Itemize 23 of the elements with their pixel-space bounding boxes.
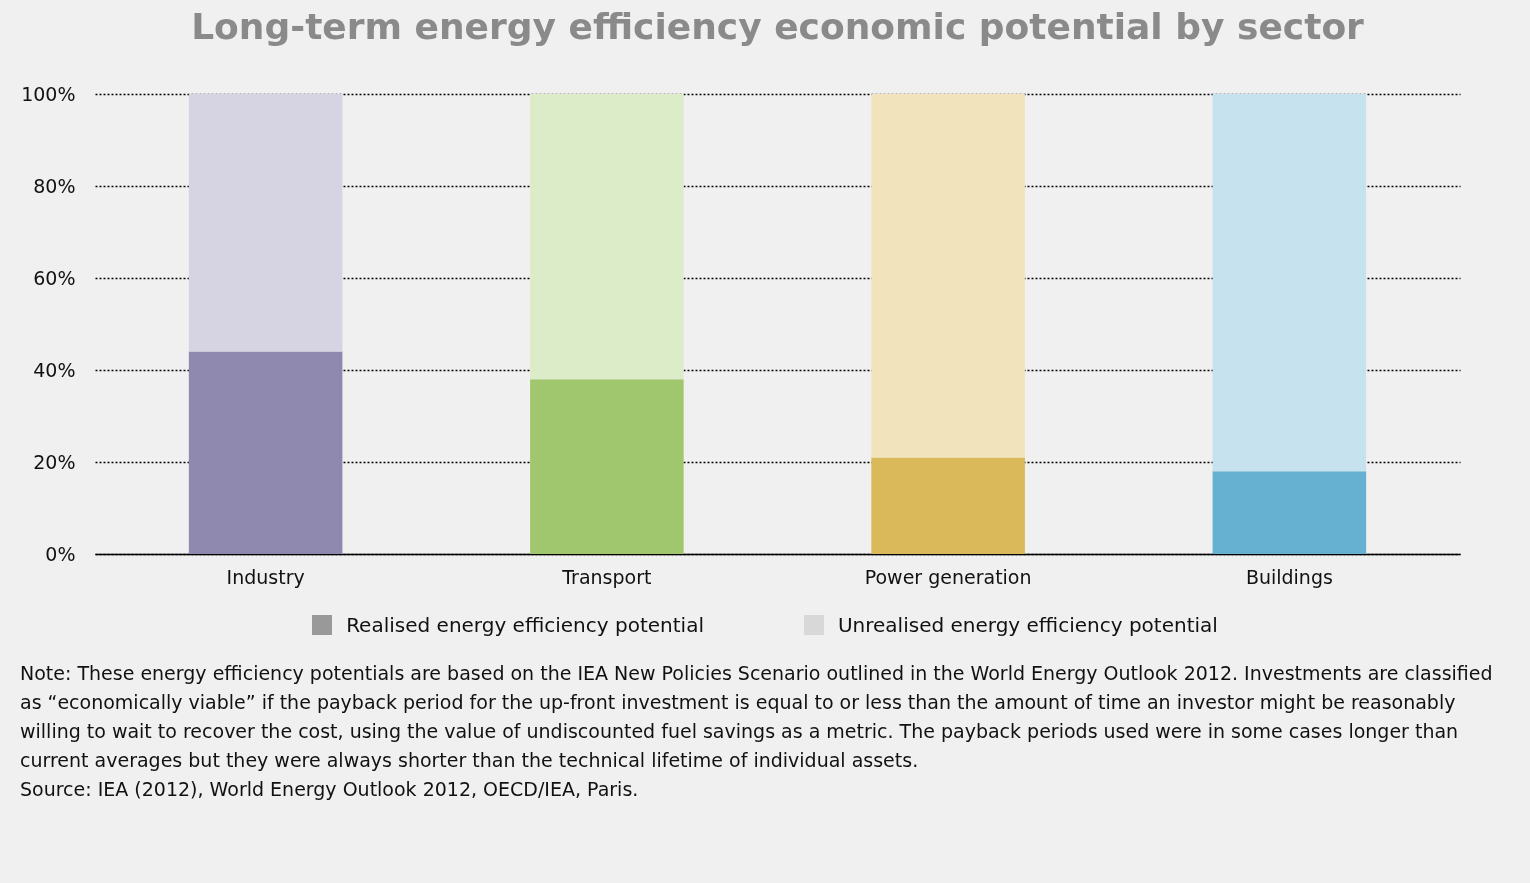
bar bbox=[188, 351, 343, 554]
y-tick-label: 100% bbox=[21, 82, 76, 105]
x-tick-label: Industry bbox=[226, 565, 305, 588]
y-tick-label: 0% bbox=[45, 542, 76, 565]
bar bbox=[1212, 94, 1367, 472]
bar bbox=[871, 94, 1025, 458]
y-tick-label: 20% bbox=[33, 450, 76, 473]
bar bbox=[871, 457, 1025, 554]
bar bbox=[188, 94, 343, 352]
y-tick-label: 60% bbox=[33, 266, 76, 289]
bar bbox=[530, 94, 684, 380]
text: Note: These energy efficiency potentials are based on the IEA New Policies Scenario outlined in the World Energy Outlook 2012. Investments are classified as “economically viable” if the payback period for the up-front investment is equal to or less than the amount of time an investor might be reasonably willing to wait to recover the cost, using the value of undiscounted fuel savings as a metric. The payback periods used were in some cases longer than current averages but they were always shorter than the technical lifetime of individual assets. bbox=[20, 661, 1494, 773]
text: Realised energy efficiency potential bbox=[346, 613, 704, 637]
y-tick-label: 40% bbox=[33, 358, 76, 381]
legend-label: Unrealised energy efficiency potential bbox=[837, 613, 1218, 637]
chart-title: Long-term energy efficiency economic potential by sector bbox=[191, 6, 1365, 47]
x-tick-label: Buildings bbox=[1245, 565, 1333, 588]
x-tick-label: Power generation bbox=[864, 565, 1032, 588]
x-tick-label: Transport bbox=[561, 565, 652, 588]
bar bbox=[1212, 471, 1367, 554]
y-tick-label: 80% bbox=[33, 174, 76, 197]
source-note: Source: IEA (2012), World Energy Outlook 2012, OECD/IEA, Paris. bbox=[20, 777, 640, 802]
bar bbox=[530, 379, 684, 554]
